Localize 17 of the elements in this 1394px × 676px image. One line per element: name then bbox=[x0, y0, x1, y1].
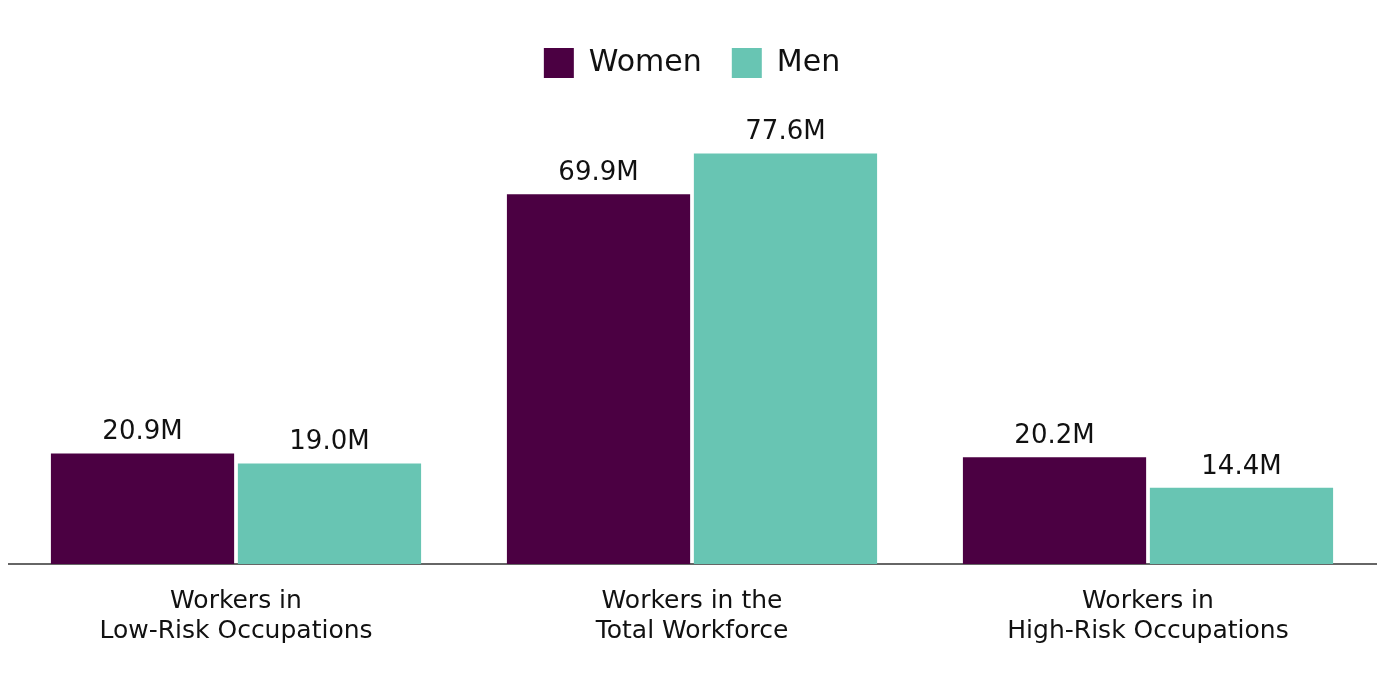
data-label: 19.0M bbox=[289, 425, 370, 456]
bar bbox=[50, 453, 235, 564]
x-tick-label: Workers in Low-Risk Occupations bbox=[99, 584, 373, 644]
data-label: 20.9M bbox=[102, 415, 183, 446]
legend-label: Women bbox=[588, 42, 702, 78]
data-label: 14.4M bbox=[1201, 449, 1282, 480]
x-tick-label: Workers in High-Risk Occupations bbox=[1007, 584, 1289, 644]
bar bbox=[506, 194, 691, 564]
bar bbox=[237, 463, 422, 564]
data-label: 69.9M bbox=[558, 156, 639, 187]
legend-label: Men bbox=[776, 42, 841, 78]
bar bbox=[962, 457, 1147, 564]
data-label: 20.2M bbox=[1014, 418, 1095, 449]
bar bbox=[1149, 487, 1334, 564]
bar bbox=[693, 153, 878, 564]
x-tick-label: Workers in the Total Workforce bbox=[594, 584, 789, 644]
data-label: 77.6M bbox=[745, 115, 826, 146]
